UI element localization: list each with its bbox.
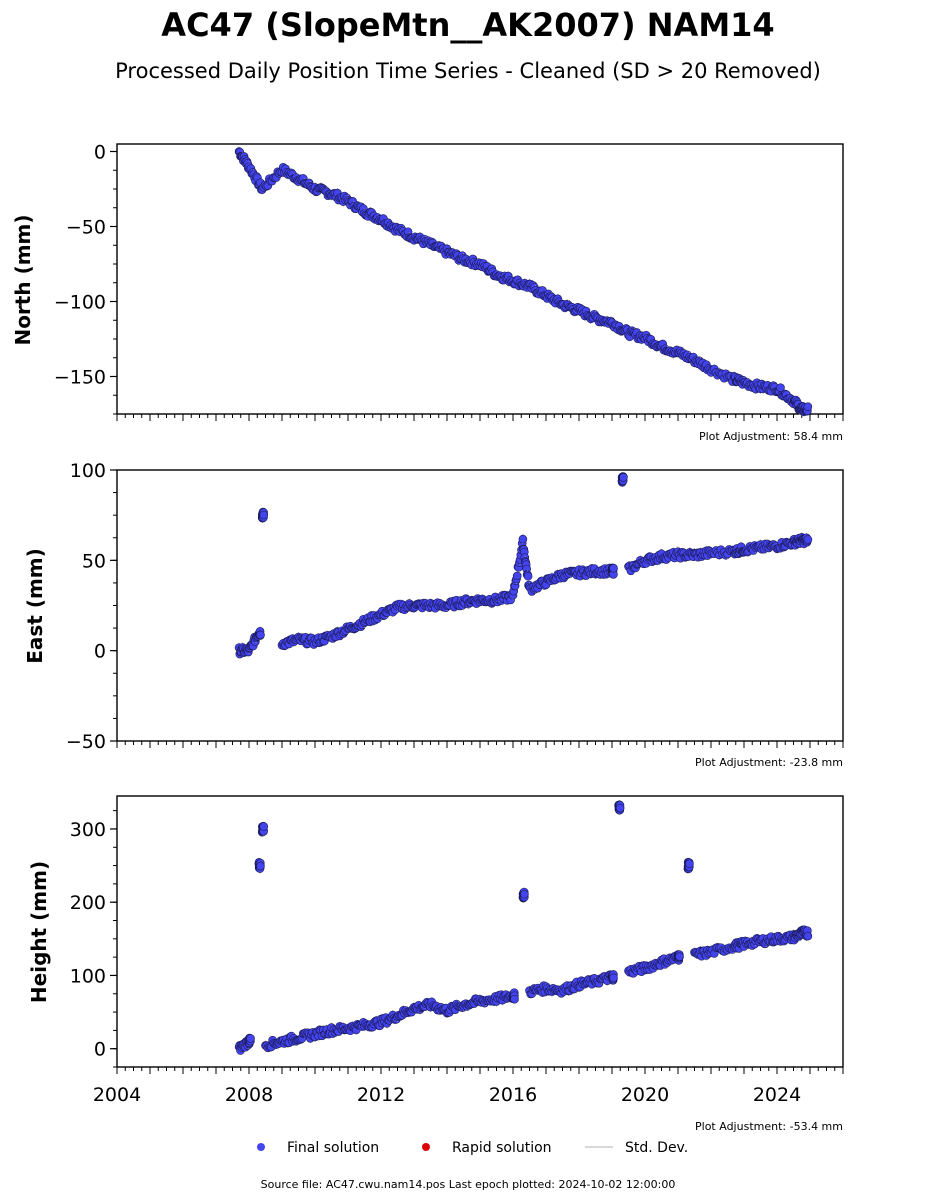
east-data-point: [256, 630, 265, 640]
north-y-tick-label: −150: [54, 367, 106, 389]
height-plot-frame: [116, 795, 844, 1068]
height-y-tick-label: 0: [94, 1039, 106, 1061]
height-x-tick-label: 2004: [93, 1084, 141, 1106]
height-y-tick-label: 200: [70, 892, 106, 914]
height-final-solution-points: [234, 800, 813, 1055]
height-data-point: [685, 859, 694, 869]
north-panel: North (mm) Plot Adjustment: 58.4 mm 0 −50…: [11, 142, 844, 443]
east-data-point: [518, 534, 528, 544]
height-panel: Height (mm) Plot Adjustment: -53.4 mm 30…: [27, 795, 844, 1133]
height-x-tick-label: 2020: [621, 1084, 669, 1106]
height-data-point: [520, 889, 529, 899]
north-final-solution-points: [234, 146, 813, 417]
east-data-point: [803, 535, 813, 544]
height-x-tick-label: 2024: [753, 1084, 801, 1106]
east-y-tick-label: 50: [82, 550, 106, 572]
north-y-tick-label: −50: [66, 217, 106, 239]
height-plot-adjustment: Plot Adjustment: -53.4 mm: [695, 1120, 843, 1133]
east-y-tick-label: −50: [66, 731, 106, 753]
height-data-point: [675, 952, 684, 961]
source-footer: Source file: AC47.cwu.nam14.pos Last epo…: [261, 1178, 676, 1191]
height-x-tick-label: 2012: [357, 1084, 405, 1106]
height-y-tick-label: 300: [70, 819, 106, 841]
north-y-tick-label: −100: [54, 292, 106, 314]
east-y-tick-label: 0: [94, 641, 106, 663]
legend-rapid-marker: [422, 1143, 430, 1151]
east-data-point: [512, 571, 522, 581]
north-data-point: [803, 402, 813, 411]
height-y-tick-label: 100: [70, 965, 106, 987]
east-data-point: [609, 563, 618, 573]
east-data-point: [259, 510, 269, 520]
height-data-point: [609, 973, 618, 983]
legend-final-marker: [257, 1143, 265, 1151]
east-axis-label: East (mm): [23, 548, 47, 664]
east-data-point: [619, 473, 628, 482]
north-y-tick-label: 0: [94, 142, 106, 164]
east-data-point: [523, 571, 533, 581]
height-data-point: [615, 803, 625, 813]
north-plot-adjustment: Plot Adjustment: 58.4 mm: [699, 430, 843, 443]
legend-rapid-label: Rapid solution: [452, 1140, 552, 1156]
legend: Final solution Rapid solution Std. Dev.: [257, 1140, 688, 1156]
height-data-point: [246, 1034, 255, 1043]
figure-subtitle: Processed Daily Position Time Series - C…: [115, 59, 821, 83]
legend-final-label: Final solution: [287, 1140, 379, 1156]
height-data-point: [259, 822, 269, 831]
east-final-solution-points: [234, 472, 813, 659]
north-axis-label: North (mm): [11, 214, 35, 345]
height-x-tick-label: 2016: [489, 1084, 537, 1106]
east-panel: East (mm) Plot Adjustment: -23.8 mm 100 5…: [23, 460, 844, 769]
figure-title: AC47 (SlopeMtn__AK2007) NAM14: [161, 6, 774, 44]
east-plot-adjustment: Plot Adjustment: -23.8 mm: [695, 756, 843, 769]
east-y-tick-label: 100: [70, 460, 106, 482]
height-data-point: [510, 994, 519, 1004]
height-data-point: [256, 861, 265, 871]
height-x-tick-label: 2008: [225, 1084, 273, 1106]
height-axis-label: Height (mm): [27, 861, 51, 1003]
legend-stddev-label: Std. Dev.: [625, 1140, 688, 1156]
height-data-point: [803, 931, 813, 941]
